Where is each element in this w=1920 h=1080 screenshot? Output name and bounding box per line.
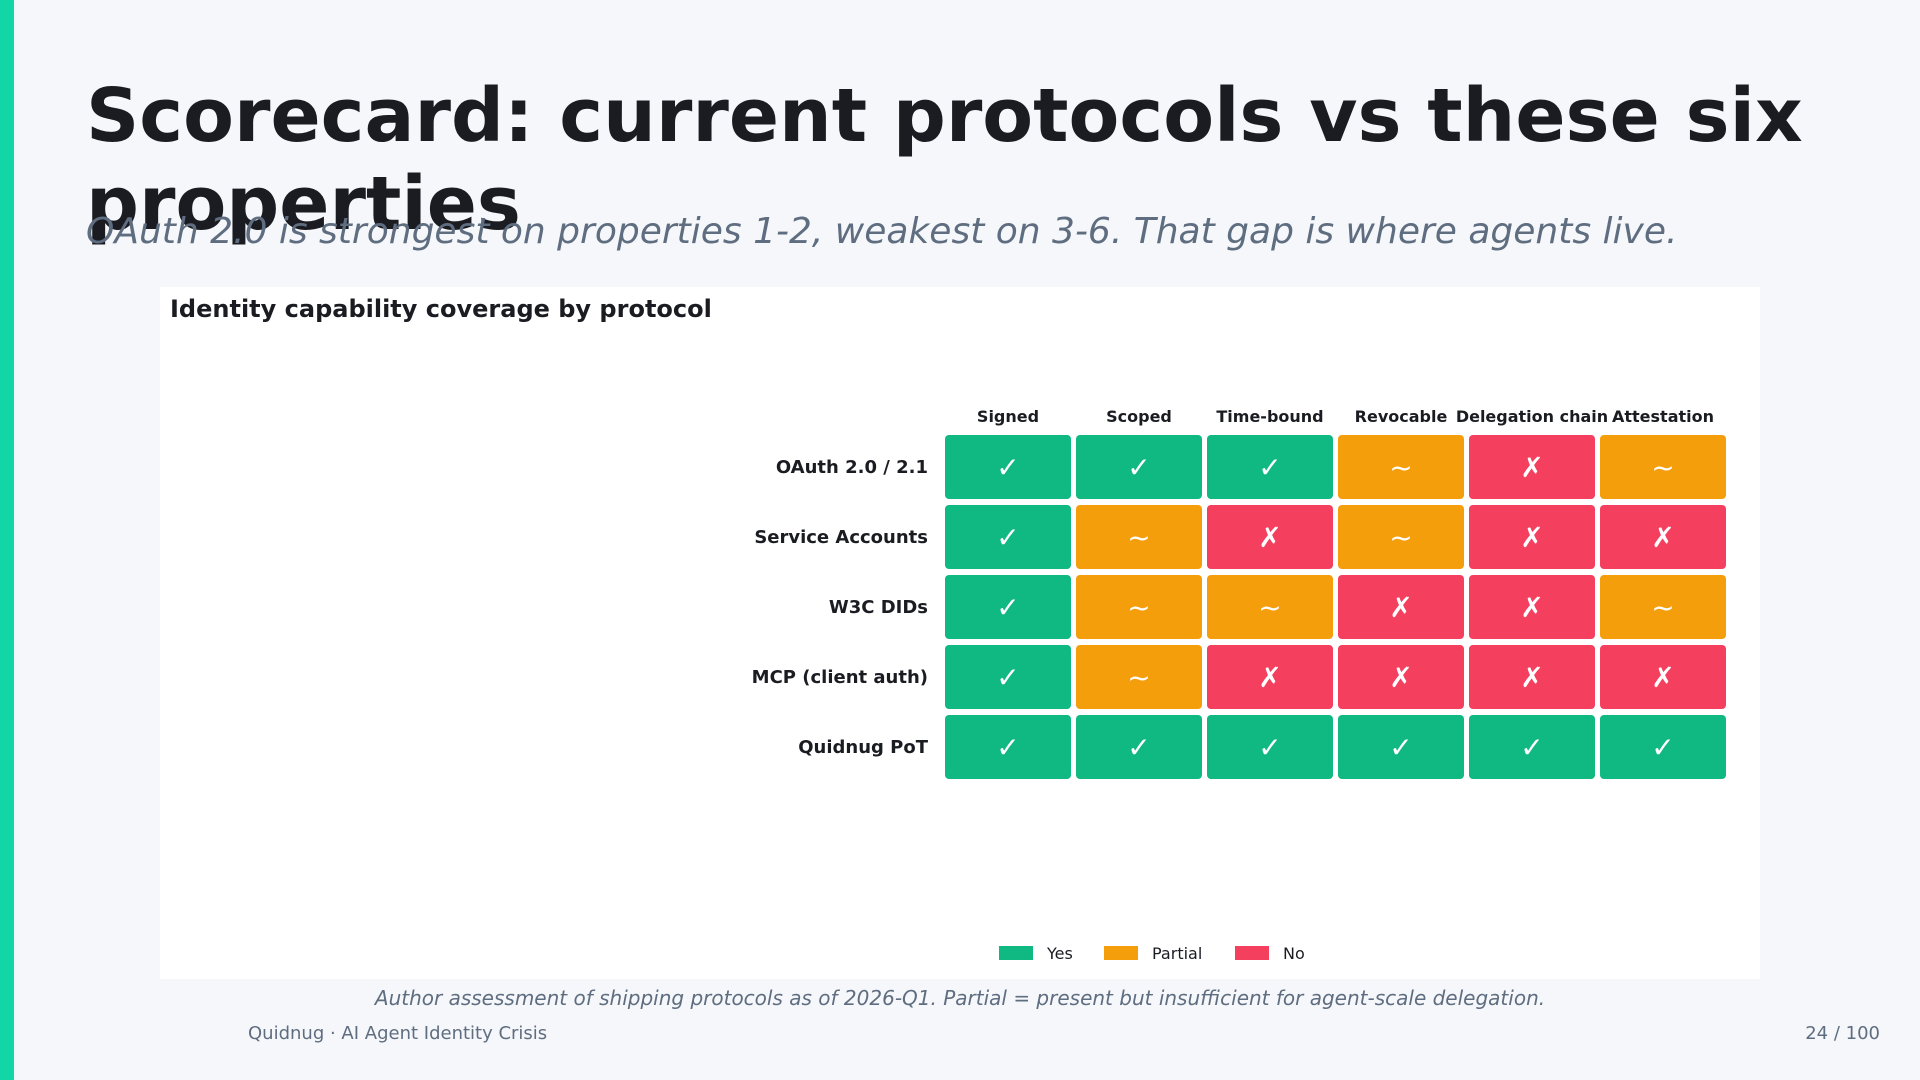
cell-symbol-yes: ✓ <box>1127 451 1150 484</box>
cell-symbol-yes: ✓ <box>1389 731 1412 764</box>
heatmap-cells: ✓ ✓ ✓ ~ ✗ ~ ✓ ~ ✗ ~ ✗ ✗ ✓ ~ ~ ✗ ✗ ~ ✓ ~ ✗ ✗ ✗ ✗ ✓ ✓ ✓ ✓ ✓ ✓ <box>945 435 1726 779</box>
heatmap-cell-oauth-2-0-2-1-signed <box>945 435 1071 499</box>
row-labels: OAuth 2.0 / 2.1 Service Accounts W3C DIDs M… <box>752 457 929 758</box>
column-label-attestation: Attestation <box>1612 407 1714 426</box>
row-label-oauth-2-0-2-1: OAuth 2.0 / 2.1 <box>776 457 928 478</box>
cell-symbol-no: ✗ <box>1389 661 1412 694</box>
cell-symbol-yes: ✓ <box>996 731 1019 764</box>
heatmap-cell-quidnug-pot-attestation <box>1600 715 1726 779</box>
accent-bar <box>0 0 14 1080</box>
cell-symbol-no: ✗ <box>1520 661 1543 694</box>
cell-symbol-no: ✗ <box>1258 521 1281 554</box>
cell-symbol-no: ✗ <box>1520 591 1543 624</box>
row-label-quidnug-pot: Quidnug PoT <box>798 737 929 758</box>
legend-swatch-partial <box>1104 946 1138 960</box>
heatmap-cell-service-accounts-signed <box>945 505 1071 569</box>
heatmap-cell-oauth-2-0-2-1-scoped <box>1076 435 1202 499</box>
cell-symbol-yes: ✓ <box>996 521 1019 554</box>
column-labels: Signed Scoped Time-bound Revocable Delegatio… <box>977 407 1714 426</box>
cell-symbol-yes: ✓ <box>996 591 1019 624</box>
cell-symbol-partial: ~ <box>1127 521 1150 554</box>
row-label-w3c-dids: W3C DIDs <box>829 597 928 618</box>
scorecard-heatmap: Identity capability coverage by protocol… <box>170 295 1726 963</box>
page-indicator: 24 / 100 <box>1805 1023 1880 1044</box>
cell-symbol-partial: ~ <box>1127 661 1150 694</box>
cell-symbol-no: ✗ <box>1389 591 1412 624</box>
legend-swatch-no <box>1235 946 1269 960</box>
cell-symbol-no: ✗ <box>1258 661 1281 694</box>
heatmap-cell-mcp-client-auth-revocable <box>1338 645 1464 709</box>
heatmap-cell-quidnug-pot-signed <box>945 715 1071 779</box>
heatmap-cell-quidnug-pot-revocable <box>1338 715 1464 779</box>
legend: Yes Partial No <box>999 944 1305 963</box>
cell-symbol-no: ✗ <box>1651 661 1674 694</box>
cell-symbol-yes: ✓ <box>996 451 1019 484</box>
legend-label-no: No <box>1283 944 1305 963</box>
cell-symbol-partial: ~ <box>1389 521 1412 554</box>
cell-symbol-yes: ✓ <box>1651 731 1674 764</box>
heatmap-cell-service-accounts-scoped <box>1076 505 1202 569</box>
heatmap-cell-mcp-client-auth-time-bound <box>1207 645 1333 709</box>
heatmap-cell-w3c-dids-time-bound <box>1207 575 1333 639</box>
heatmap-cell-service-accounts-revocable <box>1338 505 1464 569</box>
heatmap-cell-oauth-2-0-2-1-delegation-chain <box>1469 435 1595 499</box>
chart-title: Identity capability coverage by protocol <box>170 295 712 323</box>
heatmap-cell-w3c-dids-scoped <box>1076 575 1202 639</box>
heatmap-cell-quidnug-pot-time-bound <box>1207 715 1333 779</box>
legend-label-partial: Partial <box>1152 944 1202 963</box>
cell-symbol-yes: ✓ <box>1258 451 1281 484</box>
heatmap-cell-w3c-dids-revocable <box>1338 575 1464 639</box>
heatmap-cell-quidnug-pot-scoped <box>1076 715 1202 779</box>
heatmap-cell-mcp-client-auth-attestation <box>1600 645 1726 709</box>
heatmap-cell-quidnug-pot-delegation-chain <box>1469 715 1595 779</box>
heatmap-cell-service-accounts-attestation <box>1600 505 1726 569</box>
heatmap-cell-mcp-client-auth-signed <box>945 645 1071 709</box>
row-label-mcp-client-auth: MCP (client auth) <box>752 667 928 688</box>
cell-symbol-no: ✗ <box>1651 521 1674 554</box>
heatmap-cell-w3c-dids-signed <box>945 575 1071 639</box>
cell-symbol-yes: ✓ <box>1258 731 1281 764</box>
chart-panel: Identity capability coverage by protocol… <box>160 287 1760 979</box>
legend-swatch-yes <box>999 946 1033 960</box>
cell-symbol-partial: ~ <box>1651 451 1674 484</box>
chart-caption: Author assessment of shipping protocols … <box>374 986 1546 1010</box>
cell-symbol-yes: ✓ <box>1127 731 1150 764</box>
column-label-scoped: Scoped <box>1106 407 1172 426</box>
heatmap-cell-mcp-client-auth-scoped <box>1076 645 1202 709</box>
heatmap-cell-oauth-2-0-2-1-time-bound <box>1207 435 1333 499</box>
footer-deck-title: Quidnug · AI Agent Identity Crisis <box>248 1023 548 1044</box>
column-label-time-bound: Time-bound <box>1216 407 1323 426</box>
heatmap-cell-w3c-dids-delegation-chain <box>1469 575 1595 639</box>
slide-title: Scorecard: current protocols vs these si… <box>86 73 1803 247</box>
heatmap-cell-w3c-dids-attestation <box>1600 575 1726 639</box>
heatmap-cell-service-accounts-delegation-chain <box>1469 505 1595 569</box>
heatmap-cell-oauth-2-0-2-1-attestation <box>1600 435 1726 499</box>
heatmap-cell-service-accounts-time-bound <box>1207 505 1333 569</box>
slide-subtitle: OAuth 2.0 is strongest on properties 1-2… <box>86 211 1678 252</box>
cell-symbol-no: ✗ <box>1520 451 1543 484</box>
row-label-service-accounts: Service Accounts <box>754 527 928 548</box>
cell-symbol-partial: ~ <box>1127 591 1150 624</box>
cell-symbol-partial: ~ <box>1258 591 1281 624</box>
heatmap-cell-mcp-client-auth-delegation-chain <box>1469 645 1595 709</box>
legend-label-yes: Yes <box>1046 944 1073 963</box>
column-label-signed: Signed <box>977 407 1039 426</box>
cell-symbol-partial: ~ <box>1651 591 1674 624</box>
cell-symbol-no: ✗ <box>1520 521 1543 554</box>
column-label-delegation-chain: Delegation chain <box>1456 407 1608 426</box>
cell-symbol-yes: ✓ <box>996 661 1019 694</box>
cell-symbol-partial: ~ <box>1389 451 1412 484</box>
cell-symbol-yes: ✓ <box>1520 731 1543 764</box>
heatmap-cell-oauth-2-0-2-1-revocable <box>1338 435 1464 499</box>
column-label-revocable: Revocable <box>1355 407 1448 426</box>
